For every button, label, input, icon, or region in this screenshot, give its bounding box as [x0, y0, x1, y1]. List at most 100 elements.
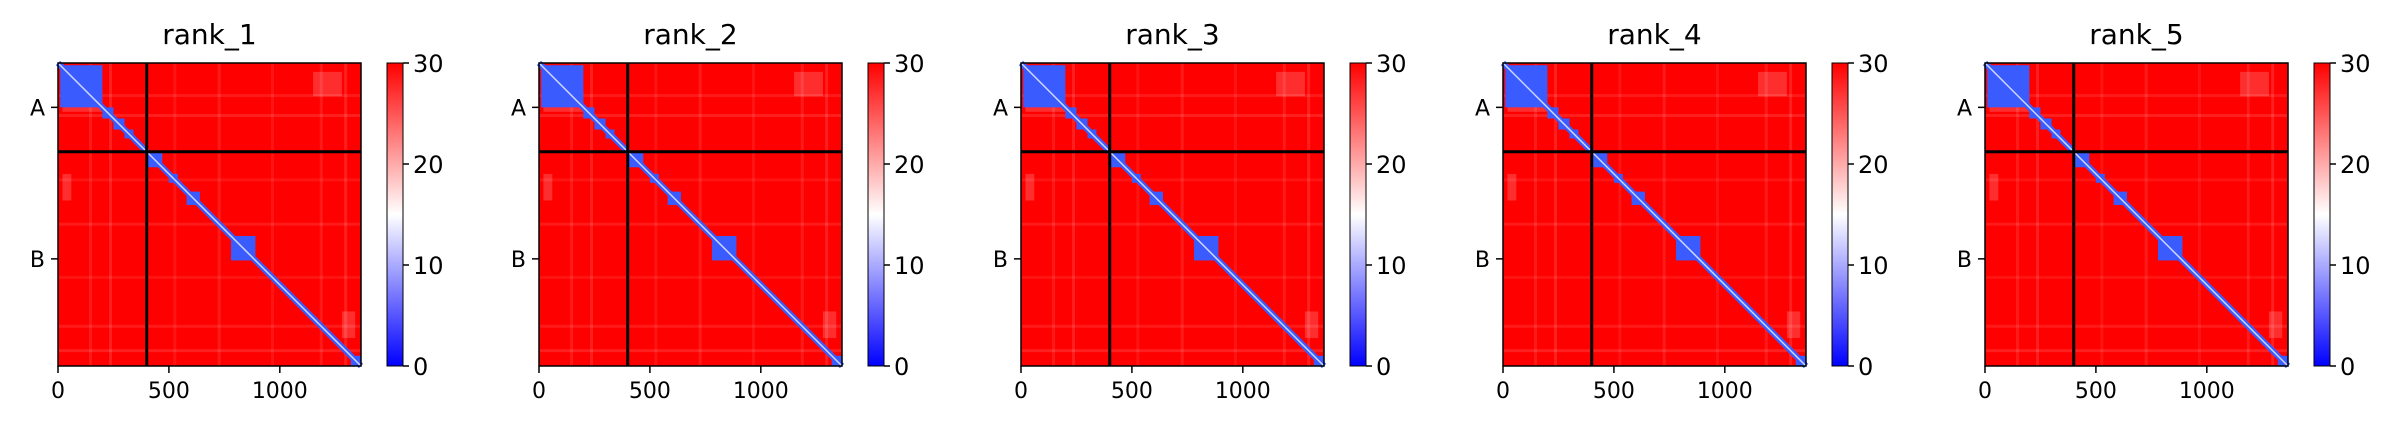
heatmap-streak-h	[1503, 324, 1806, 328]
heatmap-streak-v	[2271, 63, 2275, 366]
y-tick-label: A	[1475, 96, 1490, 121]
heatmap-streak-v	[2144, 63, 2148, 366]
y-tick-label: A	[30, 96, 45, 121]
heatmap-streak-v	[2197, 63, 2201, 366]
heatmap-streak-v	[570, 63, 574, 366]
heatmap-streak-v	[344, 63, 348, 366]
heatmap-streak-h	[539, 94, 842, 98]
heatmap-diagonal-core	[1020, 62, 1325, 367]
heatmap-streak-v	[1307, 63, 1311, 366]
x-tick-label: 1000	[252, 379, 308, 404]
colorbar-gradient	[1349, 62, 1367, 367]
panel-title: rank_2	[643, 18, 737, 51]
heatmap-streak-v	[1662, 63, 1666, 366]
heatmap-streak-v	[1618, 63, 1622, 366]
x-tick-label: 0	[1014, 379, 1028, 404]
heatmap-streak-h	[1985, 349, 2288, 353]
heatmap-frame	[57, 62, 362, 367]
heatmap-streak-h	[539, 349, 842, 353]
heatmap-streak-h	[539, 222, 842, 226]
heatmap-streak-v	[1715, 63, 1719, 366]
heatmap-light-patch	[1786, 311, 1801, 339]
colorbar-tick-label: 30	[413, 50, 444, 78]
x-tick-label: 0	[1978, 379, 1992, 404]
heatmap-streak-h	[1985, 114, 2288, 118]
colorbar: 0 10 20 30	[867, 50, 925, 381]
colorbar-tick-label: 30	[1376, 50, 1407, 78]
y-tick-label: B	[1957, 248, 1972, 273]
heatmap-light-patch	[313, 71, 342, 97]
heatmap-streak-h	[58, 222, 361, 226]
heatmap-frame	[538, 62, 843, 367]
y-tick-label: B	[30, 248, 45, 273]
heatmap-streak-v	[89, 63, 93, 366]
y-tick-label: B	[511, 248, 526, 273]
x-tick-label: 1000	[1697, 379, 1753, 404]
x-tick-label: 500	[1593, 379, 1635, 404]
heatmap-diagonal-core	[1502, 62, 1807, 367]
heatmap-diagonal-core	[57, 62, 362, 367]
heatmap-frame	[1020, 62, 1325, 367]
heatmap-light-patch	[1507, 173, 1517, 201]
heatmap-diagonal-core	[538, 62, 843, 367]
heatmap-streak-v	[590, 63, 594, 366]
heatmap-light-patch	[1025, 173, 1035, 201]
colorbar-tick-label: 0	[413, 353, 428, 381]
colorbar-gradient	[386, 62, 404, 367]
heatmap-streak-v	[1554, 63, 1558, 366]
heatmap-streak-v	[319, 63, 323, 366]
heatmap-streak-h	[1985, 178, 2288, 182]
x-tick-label: 0	[51, 379, 65, 404]
heatmap-light-patch	[62, 173, 72, 201]
colorbar: 0 10 20 30	[1349, 50, 1407, 381]
heatmap-streak-v	[217, 63, 221, 366]
heatmap-light-patch	[1758, 71, 1787, 97]
heatmap-streak-v	[1052, 63, 1056, 366]
panel-4: rank_4 A B 0 500 1000 0 10 20 30	[1475, 18, 1889, 404]
heatmap-streak-v	[2246, 63, 2250, 366]
colorbar-tick-label: 20	[2340, 151, 2371, 179]
heatmap-streak-h	[1021, 275, 1324, 279]
heatmap-streak-h	[1985, 222, 2288, 226]
heatmap-light-patch	[2240, 71, 2269, 97]
heatmap-streak-h	[58, 178, 361, 182]
panel-5: rank_5 A B 0 500 1000 0 10 20 30	[1957, 18, 2371, 404]
heatmap-streak-v	[1233, 63, 1237, 366]
heatmap-streak-h	[1985, 275, 2288, 279]
heatmap-streak-h	[1503, 349, 1806, 353]
panel-title: rank_4	[1607, 18, 1701, 51]
heatmap-streak-v	[1180, 63, 1184, 366]
colorbar-tick-label: 10	[894, 252, 925, 280]
y-tick-label: B	[993, 248, 1008, 273]
colorbar: 0 10 20 30	[1831, 50, 1889, 381]
heatmap-streak-h	[539, 324, 842, 328]
heatmap-streak-h	[1021, 114, 1324, 118]
heatmap-light-patch	[543, 173, 553, 201]
heatmap-streak-v	[2036, 63, 2040, 366]
heatmap-light-patch	[2268, 311, 2283, 339]
heatmap-streak-v	[1764, 63, 1768, 366]
colorbar-tick-label: 20	[894, 151, 925, 179]
x-tick-label: 500	[629, 379, 671, 404]
heatmap-streak-h	[1503, 94, 1806, 98]
heatmap-light-patch	[341, 311, 356, 339]
colorbar-tick-label: 10	[413, 252, 444, 280]
heatmap-light-patch	[794, 71, 823, 97]
heatmap-streak-v	[1072, 63, 1076, 366]
x-tick-label: 500	[1111, 379, 1153, 404]
y-tick-label: A	[993, 96, 1008, 121]
y-tick-label: A	[1957, 96, 1972, 121]
colorbar-tick-label: 30	[2340, 50, 2371, 78]
colorbar-tick-label: 30	[894, 50, 925, 78]
panel-title: rank_3	[1125, 18, 1219, 51]
heatmap-streak-v	[1282, 63, 1286, 366]
colorbar: 0 10 20 30	[2313, 50, 2371, 381]
heatmap-streak-h	[1021, 222, 1324, 226]
panel-3: rank_3 A B 0 500 1000 0 10 20 30	[993, 18, 1407, 404]
heatmap-diagonal-core	[1984, 62, 2289, 367]
heatmap-streak-h	[58, 324, 361, 328]
heatmap-streak-h	[58, 275, 361, 279]
heatmap-streak-v	[270, 63, 274, 366]
colorbar-tick-label: 20	[1376, 151, 1407, 179]
